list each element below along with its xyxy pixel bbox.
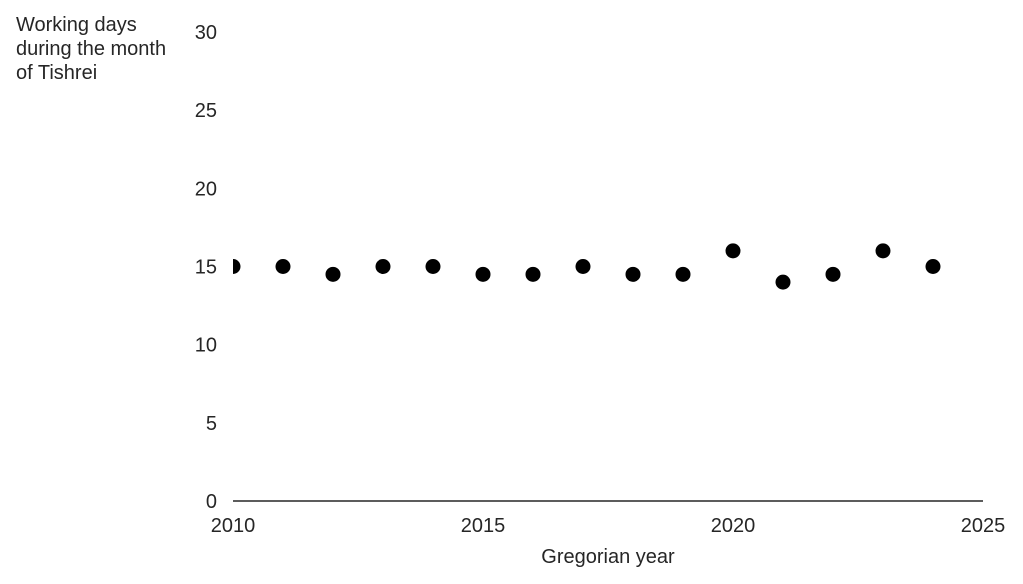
y-axis-label-line-3: of Tishrei [16,62,97,84]
x-tick-label: 2020 [711,515,756,537]
x-axis-label: Gregorian year [541,546,675,568]
x-tick-label: 2010 [211,515,256,537]
data-point [275,259,291,274]
data-point [725,243,741,259]
data-point [375,259,391,274]
data-point [475,266,491,282]
y-tick-label: 30 [195,22,217,44]
y-axis-label: Working days during the month of Tishrei [16,14,166,84]
x-tick-label: 2015 [461,515,506,537]
data-point [875,243,891,259]
data-point [925,259,941,274]
data-point [233,259,241,274]
y-tick-label: 0 [206,491,217,513]
data-point [325,266,341,282]
data-point [775,274,791,290]
y-tick-label: 15 [195,257,217,279]
data-point [575,259,591,274]
data-point [675,266,691,282]
x-tick-label: 2025 [961,515,1006,537]
data-points [233,243,941,290]
y-axis-label-line-2: during the month [16,38,166,60]
data-point [425,259,441,274]
y-tick-label: 25 [195,100,217,122]
data-point [525,266,541,282]
data-point [625,266,641,282]
data-point [825,266,841,282]
x-axis-ticks: 2010 2015 2020 2025 [211,515,1006,537]
y-tick-label: 10 [195,335,217,357]
y-axis-label-line-1: Working days [16,14,137,36]
y-axis-ticks: 0 5 10 15 20 25 30 [195,22,217,513]
y-tick-label: 5 [206,413,217,435]
y-tick-label: 20 [195,178,217,200]
